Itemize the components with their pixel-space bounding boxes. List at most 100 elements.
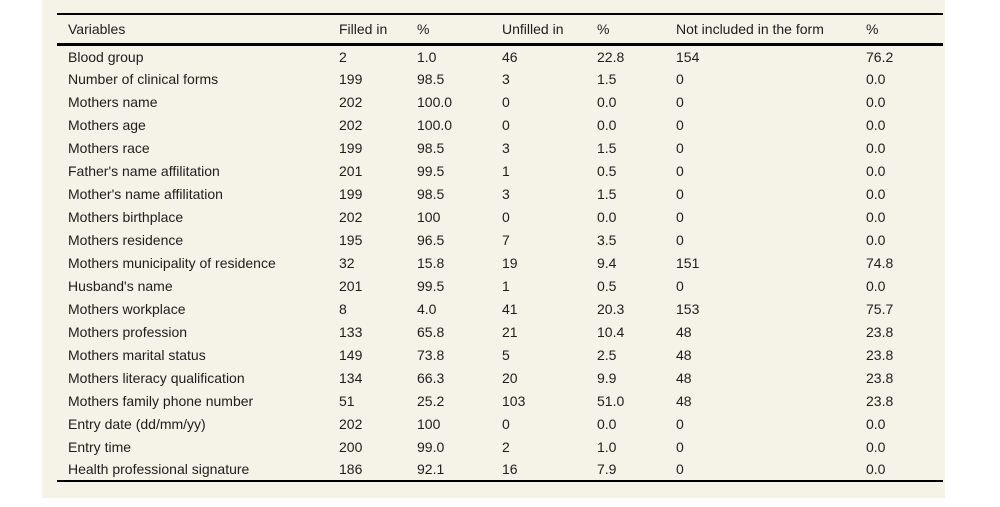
cell-not-included: 0 [676,185,684,202]
cell-unfilled-in: 1 [502,162,510,179]
cell-filled-in: 201 [339,162,363,179]
cell-not-included: 0 [676,116,684,133]
table-row: Number of clinical forms 199 98.5 3 1.5 0 0.0 [57,67,943,90]
cell-filled-pct: 73.8 [417,346,445,363]
cell-unfilled-in: 7 [502,231,510,248]
cell-not-included: 151 [676,254,700,271]
cell-unfilled-in: 5 [502,346,510,363]
column-header-unfilled-in: Unfilled in [502,20,564,37]
cell-variable: Mothers name [68,93,158,110]
cell-filled-pct: 100 [417,208,441,225]
cell-filled-pct: 1.0 [417,49,437,66]
cell-unfilled-pct: 1.5 [597,70,617,87]
cell-variable: Blood group [68,49,144,66]
table-row: Mothers age 202 100.0 0 0.0 0 0.0 [57,113,943,136]
cell-unfilled-pct: 0.5 [597,162,617,179]
cell-filled-pct: 100 [417,415,441,432]
cell-variable: Mothers age [68,116,146,133]
table-row: Mothers residence 195 96.5 7 3.5 0 0.0 [57,228,943,251]
cell-filled-pct: 100.0 [417,116,453,133]
cell-not-included: 0 [676,93,684,110]
cell-filled-pct: 98.5 [417,139,445,156]
column-header-variables: Variables [68,20,126,37]
cell-unfilled-in: 0 [502,116,510,133]
cell-not-included-pct: 0.0 [866,438,886,455]
table-row: Mothers literacy qualification 134 66.3 20 9… [57,366,943,389]
cell-filled-pct: 4.0 [417,300,437,317]
cell-filled-pct: 99.5 [417,162,445,179]
cell-unfilled-in: 20 [502,369,518,386]
cell-unfilled-pct: 3.5 [597,231,617,248]
table-row: Husband's name 201 99.5 1 0.5 0 0.0 [57,274,943,297]
cell-variable: Husband's name [68,277,173,294]
cell-filled-pct: 99.5 [417,277,445,294]
cell-unfilled-in: 21 [502,323,518,340]
cell-variable: Mothers municipality of residence [68,254,276,271]
cell-not-included-pct: 0.0 [866,415,886,432]
cell-not-included: 0 [676,231,684,248]
cell-not-included-pct: 23.8 [866,346,894,363]
cell-variable: Entry time [68,438,132,455]
cell-unfilled-in: 1 [502,277,510,294]
column-header-filled-pct: % [417,20,430,37]
cell-filled-in: 51 [339,392,355,409]
cell-not-included-pct: 0.0 [866,116,886,133]
column-header-filled-in: Filled in [339,20,388,37]
cell-not-included-pct: 23.8 [866,323,894,340]
cell-filled-in: 202 [339,93,363,110]
table-wrap: Variables Filled in % Unfilled in % Not … [42,0,945,482]
cell-filled-in: 199 [339,185,363,202]
cell-filled-in: 32 [339,254,355,271]
cell-variable: Mothers birthplace [68,208,184,225]
cell-unfilled-pct: 1.5 [597,139,617,156]
cell-unfilled-in: 46 [502,49,518,66]
table-row: Mothers workplace 8 4.0 41 20.3 153 75.7 [57,297,943,320]
cell-not-included-pct: 0.0 [866,231,886,248]
cell-variable: Mothers marital status [68,346,206,363]
table-row: Mothers profession 133 65.8 21 10.4 48 23.8 [57,320,943,343]
cell-unfilled-pct: 1.5 [597,185,617,202]
cell-unfilled-pct: 51.0 [597,392,625,409]
cell-variable: Health professional signature [68,461,250,477]
cell-not-included-pct: 23.8 [866,392,894,409]
cell-variable: Number of clinical forms [68,70,219,87]
cell-filled-in: 186 [339,461,363,477]
cell-not-included: 48 [676,323,692,340]
cell-filled-pct: 100.0 [417,93,453,110]
cell-not-included-pct: 0.0 [866,208,886,225]
cell-filled-in: 202 [339,116,363,133]
cell-filled-in: 199 [339,139,363,156]
cell-variable: Mothers residence [68,231,184,248]
cell-filled-in: 200 [339,438,363,455]
cell-unfilled-pct: 0.0 [597,208,617,225]
cell-not-included: 0 [676,208,684,225]
cell-variable: Mothers profession [68,323,188,340]
cell-unfilled-in: 3 [502,139,510,156]
cell-unfilled-in: 103 [502,392,526,409]
cell-filled-pct: 96.5 [417,231,445,248]
cell-filled-pct: 92.1 [417,461,445,477]
header-row: Variables Filled in % Unfilled in % Not … [57,14,943,44]
cell-not-included-pct: 0.0 [866,277,886,294]
cell-unfilled-pct: 7.9 [597,461,617,477]
table-row: Mothers family phone number 51 25.2 103 51.0… [57,389,943,412]
cell-not-included-pct: 0.0 [866,185,886,202]
cell-filled-pct: 98.5 [417,70,445,87]
column-header-unfilled-pct: % [597,20,610,37]
cell-variable: Mothers workplace [68,300,186,317]
cell-filled-pct: 98.5 [417,185,445,202]
cell-not-included-pct: 0.0 [866,139,886,156]
cell-unfilled-pct: 0.0 [597,415,617,432]
cell-filled-in: 134 [339,369,363,386]
cell-not-included: 0 [676,438,684,455]
cell-filled-in: 8 [339,300,347,317]
table-sheet: Variables Filled in % Unfilled in % Not … [42,0,945,498]
table-row: Blood group 2 1.0 46 22.8 154 76.2 [57,44,943,67]
cell-not-included: 0 [676,415,684,432]
cell-unfilled-pct: 0.0 [597,116,617,133]
cell-unfilled-pct: 20.3 [597,300,625,317]
cell-unfilled-pct: 0.0 [597,93,617,110]
table-row: Entry time 200 99.0 2 1.0 0 0.0 [57,435,943,458]
table-row: Entry date (dd/mm/yy) 202 100 0 0.0 0 0.0 [57,412,943,435]
